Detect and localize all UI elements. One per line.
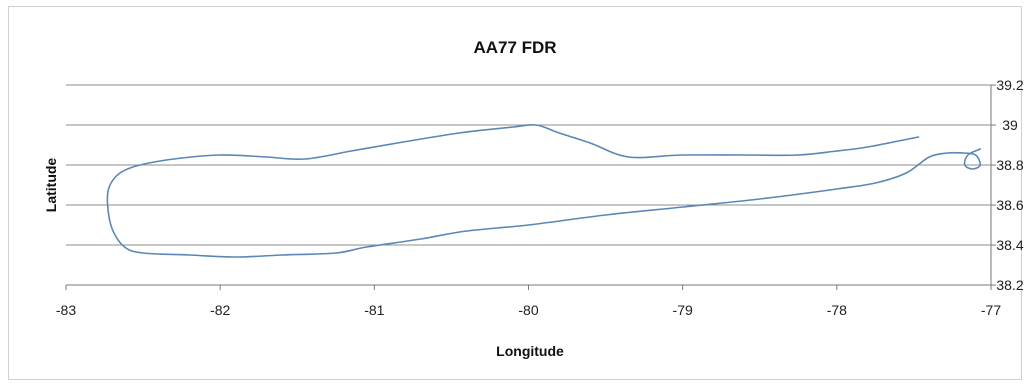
x-tick-label: -82 — [210, 302, 230, 318]
y-tick-label: 38.8 — [996, 157, 1023, 173]
chart-frame — [8, 6, 1022, 380]
y-tick-label: 38.6 — [996, 197, 1023, 213]
x-tick-label: -81 — [364, 302, 384, 318]
x-tick-label: -78 — [827, 302, 847, 318]
flight-track-line — [106, 123, 982, 258]
y-axis-label: Latitude — [43, 158, 59, 213]
y-tick-label: 38.2 — [996, 277, 1023, 293]
x-tick-label: -79 — [673, 302, 693, 318]
x-tick-label: -77 — [981, 302, 1001, 318]
y-tick-label: 39.2 — [996, 77, 1023, 93]
x-tick-label: -83 — [56, 302, 76, 318]
axes — [65, 84, 996, 290]
chart-title: AA77 FDR — [473, 38, 556, 57]
x-tick-label: -80 — [518, 302, 538, 318]
series-layer — [106, 123, 982, 258]
x-axis-label: Longitude — [496, 343, 564, 359]
y-tick-label: 38.4 — [996, 237, 1023, 253]
gridlines — [66, 84, 991, 246]
y-tick-label: 39 — [1002, 117, 1018, 133]
tick-labels: 39.2 39 38.8 38.6 38.4 38.2 -83 -82 -81 -80 -79 -78… — [56, 77, 1024, 318]
